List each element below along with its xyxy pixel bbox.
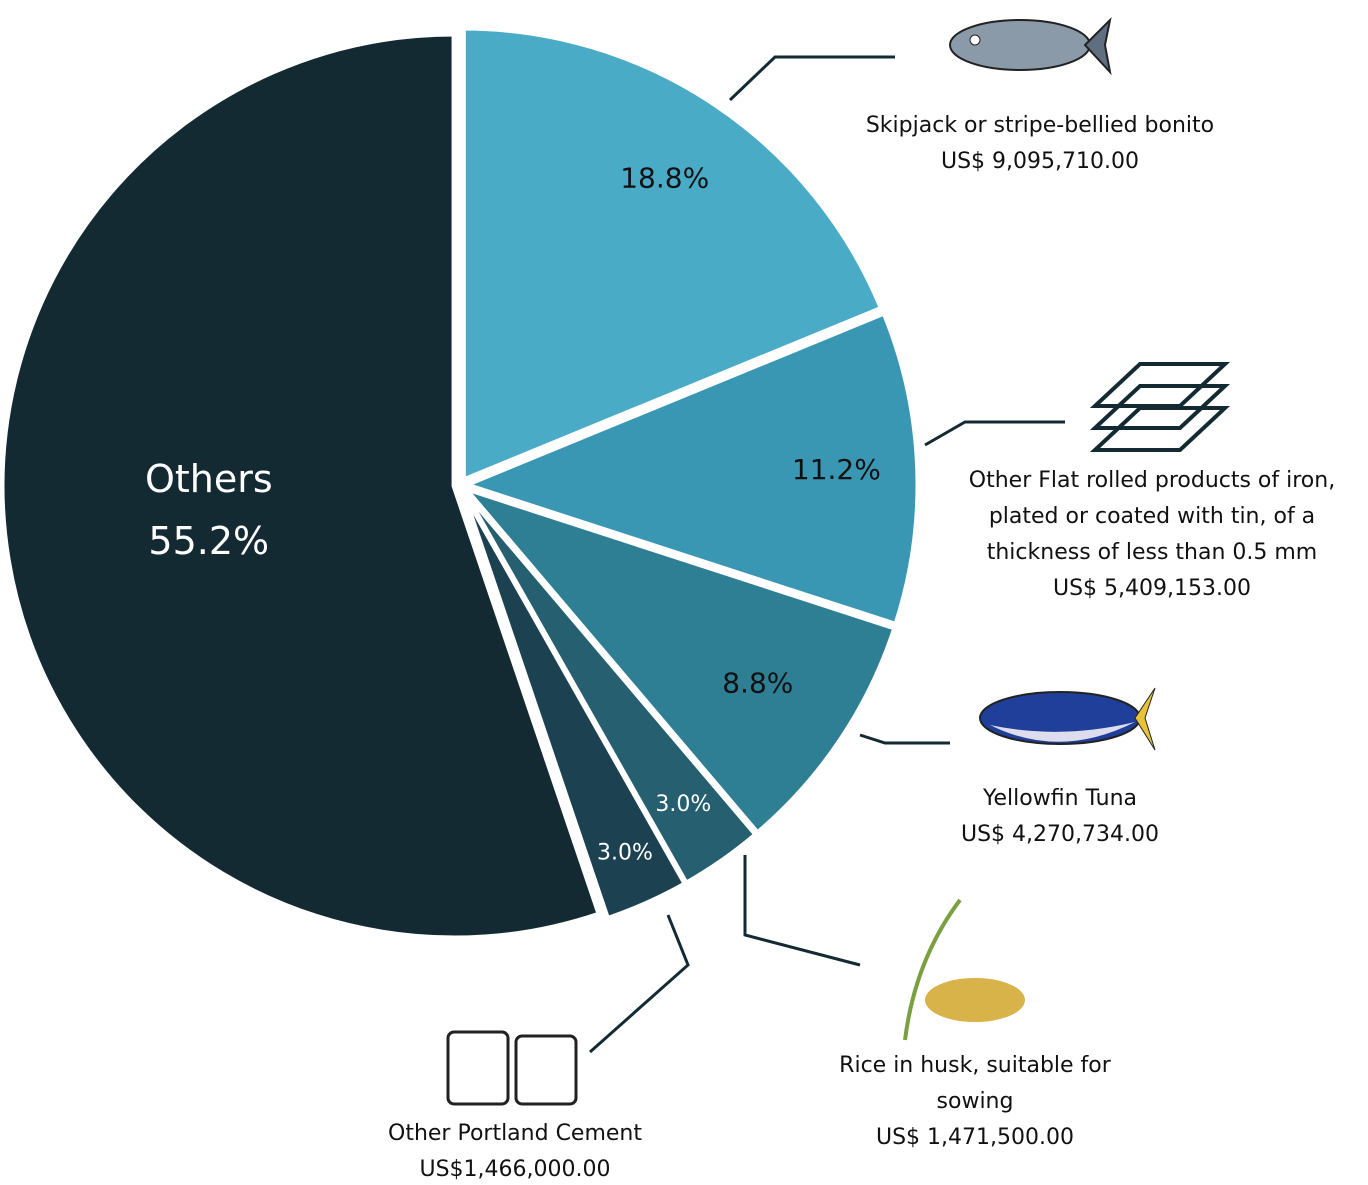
slice-label: 18.8%	[620, 162, 709, 195]
icon-sheets	[1089, 362, 1231, 452]
pie-slice	[457, 483, 899, 837]
leader-line	[728, 55, 895, 102]
amount-label: US$ 4,270,734.00	[960, 822, 1159, 847]
leader-line	[743, 855, 861, 967]
amount-label: US$ 5,409,153.00	[1052, 576, 1251, 601]
pie-slice	[460, 489, 689, 922]
amount-label: US$1,466,000.00	[419, 1157, 611, 1182]
category-label: Other Flat rolled products of iron, plat…	[968, 468, 1336, 565]
leader-line	[924, 420, 1065, 447]
amount-label: US$ 1,471,500.00	[875, 1125, 1074, 1150]
icon-rice	[903, 898, 1025, 1041]
pie-slice	[460, 25, 885, 484]
category-label: Other Portland Cement	[388, 1121, 642, 1146]
leader-line	[859, 733, 950, 745]
icon-cement	[446, 1030, 578, 1106]
category-label: Skipjack or stripe-bellied bonito	[865, 113, 1215, 138]
icon-skipjack	[949, 16, 1112, 76]
icon-yellowfin	[979, 687, 1156, 751]
slice-label: 8.8%	[722, 667, 793, 700]
pie-slice	[0, 31, 603, 941]
amount-label: US$ 9,095,710.00	[940, 149, 1139, 174]
slice-category: Others	[145, 457, 273, 501]
pie-slice	[458, 309, 921, 628]
category-label: Rice in husk, suitable for sowing	[839, 1053, 1111, 1114]
slice-label: 3.0%	[597, 841, 653, 866]
slice-label: 11.2%	[792, 453, 881, 486]
slice-label: 3.0%	[655, 792, 711, 817]
leader-line	[589, 914, 690, 1054]
slice-label: 55.2%	[148, 519, 269, 563]
category-label: Yellowfin Tuna	[983, 786, 1137, 811]
